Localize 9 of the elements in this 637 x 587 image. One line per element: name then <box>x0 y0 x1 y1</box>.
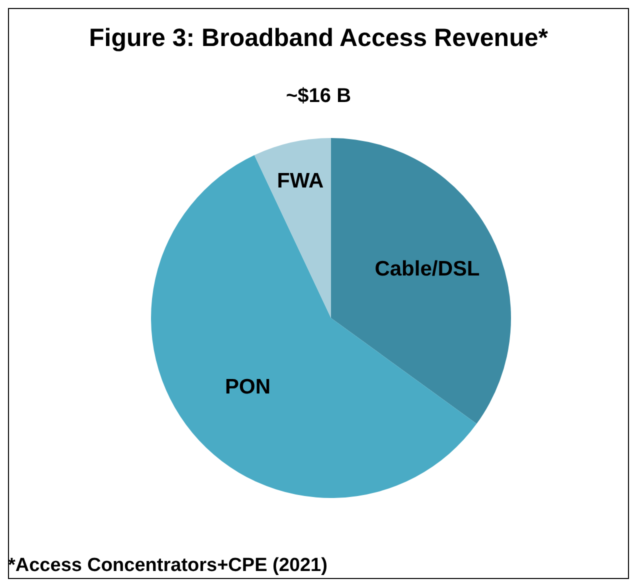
pie-slice <box>151 155 477 498</box>
pie-slice <box>254 138 331 318</box>
text: *Access Concentrators+CPE (2021) <box>8 555 328 576</box>
slice-label: PON <box>225 375 271 398</box>
chart-title: Figure 3: Broadband Access Revenue* <box>89 24 548 52</box>
slice-label: Cable/DSL <box>374 257 480 280</box>
slice-label: FWA <box>277 169 324 192</box>
pie-slice <box>331 138 511 424</box>
chart-subtitle: ~$16 B <box>286 85 352 107</box>
